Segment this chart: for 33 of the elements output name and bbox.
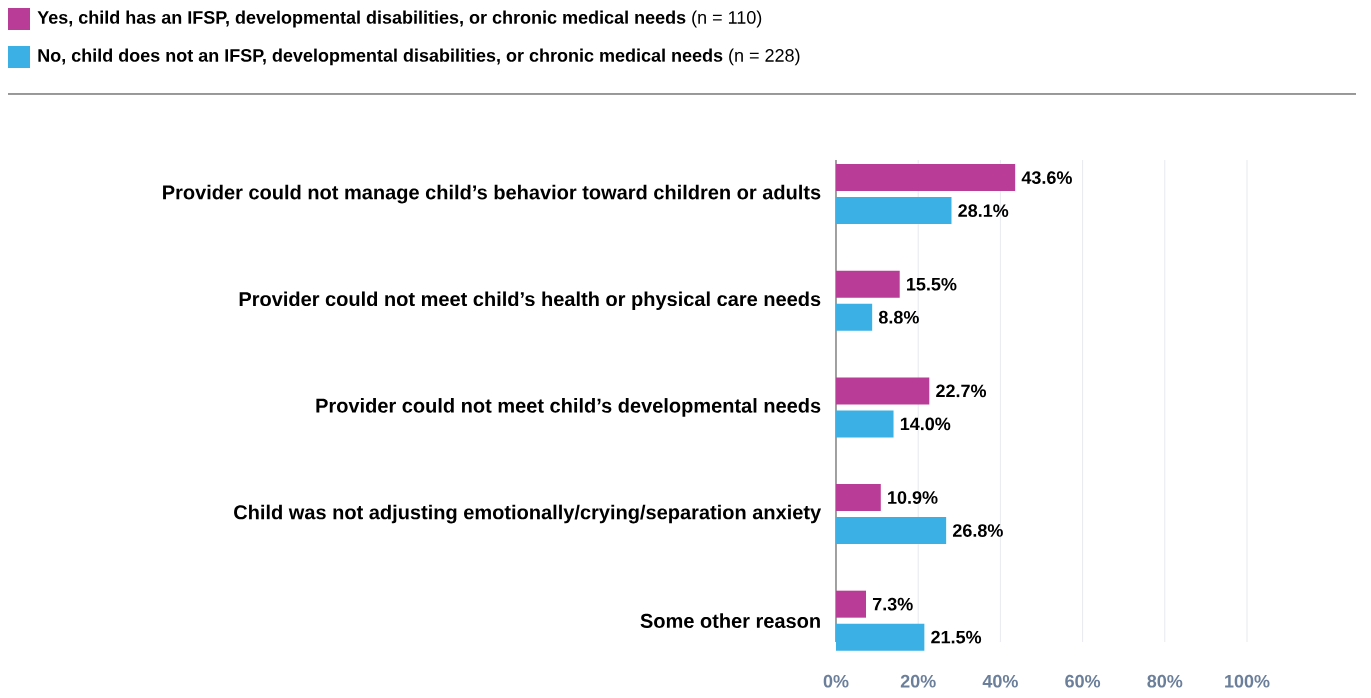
bar <box>836 517 947 545</box>
data-label: 28.1% <box>958 204 1009 217</box>
y-tick-label: Provider could not meet child’s developmental needs <box>316 398 821 417</box>
legend-label: Yes, child has an IFSP, developmental disabilities, or chronic medical needs (n = 110) <box>37 10 762 28</box>
data-label: 7.3% <box>872 597 913 611</box>
bar <box>836 164 1016 192</box>
data-label: 26.8% <box>952 524 1003 537</box>
bar <box>836 303 873 331</box>
x-tick-label: 0% <box>823 674 849 688</box>
bar <box>836 590 866 618</box>
bar <box>836 623 925 651</box>
data-label: 22.7% <box>936 384 987 398</box>
data-label: 14.0% <box>900 417 951 431</box>
x-tick-label: 60% <box>1065 674 1101 688</box>
x-tick-label: 40% <box>982 674 1018 688</box>
bar <box>836 484 881 512</box>
x-tick-label: 100% <box>1225 674 1270 688</box>
data-label: 43.6% <box>1021 171 1072 184</box>
y-tick-label: Provider could not manage child’s behavior toward children or adults <box>163 184 821 204</box>
bar <box>836 377 930 405</box>
y-tick-label: Some other reason <box>640 613 820 628</box>
y-tick-label: Provider could not meet child’s health or physical care needs <box>239 291 821 311</box>
data-label: 10.9% <box>888 491 938 504</box>
data-label: 8.8% <box>878 310 919 324</box>
x-tick-label: 80% <box>1147 674 1183 688</box>
bar <box>836 197 952 225</box>
y-tick-label: Child was not adjusting emotionally/crying/separation anxiety <box>234 504 822 524</box>
data-label: 21.5% <box>931 630 982 644</box>
legend-label: No, child does not an IFSP, developmental disabilities, or chronic medical needs (n = 228) <box>38 48 800 66</box>
x-tick-label: 20% <box>900 674 936 688</box>
data-label: 15.5% <box>907 277 957 291</box>
bar <box>836 410 894 438</box>
bar <box>836 270 900 298</box>
